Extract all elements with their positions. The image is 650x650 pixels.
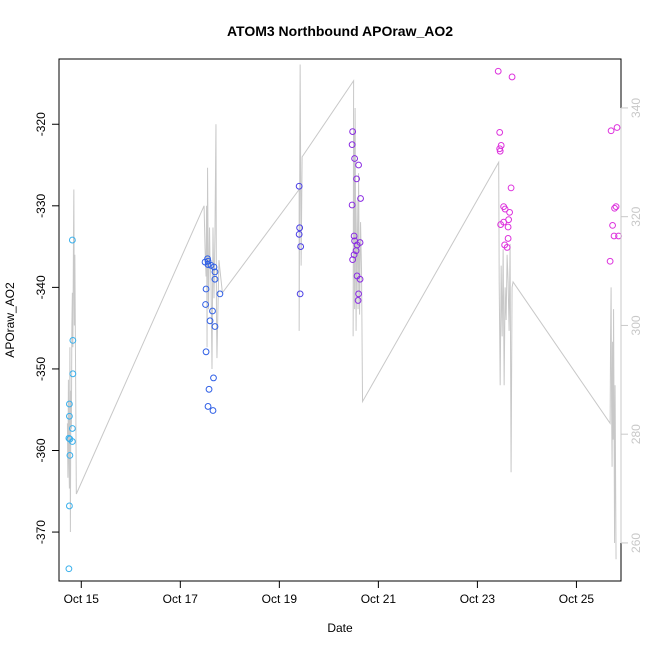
- secondary-line-layer: [66, 64, 617, 560]
- x-tick-label: Oct 15: [64, 592, 100, 606]
- data-point-s4-22: [610, 232, 618, 240]
- data-point-s2-3: [297, 243, 305, 250]
- y-tick-label: -340: [34, 275, 48, 299]
- data-point-s4-14: [504, 235, 512, 242]
- data-point-s1-18: [209, 407, 217, 414]
- y2-axis: 260 280 300 320 340: [620, 98, 643, 553]
- data-point-s3-17: [354, 297, 362, 304]
- y-tick-label: -360: [34, 438, 48, 462]
- data-point-s0-2: [66, 451, 74, 459]
- data-point-s0-0: [65, 565, 73, 573]
- data-point-s3-4: [353, 175, 360, 183]
- data-point-s0-9: [69, 370, 77, 378]
- data-point-s4-20: [611, 204, 618, 212]
- data-point-s4-24: [606, 257, 614, 265]
- x-tick-label: Oct 17: [163, 592, 199, 606]
- y2-tick-label: 280: [629, 424, 643, 444]
- data-point-s0-1: [66, 502, 73, 510]
- y2-tick-label: 300: [629, 315, 643, 335]
- data-point-s3-13: [349, 256, 357, 264]
- data-point-s3-5: [357, 195, 364, 202]
- data-point-s2-0: [295, 182, 303, 190]
- data-point-s1-17: [204, 403, 212, 410]
- data-point-s1-3: [204, 261, 212, 268]
- data-point-s4-1: [508, 73, 516, 81]
- data-point-s2-2: [295, 230, 303, 238]
- x-axis: Oct 15 Oct 17 Oct 19 Oct 21 Oct 23 Oct 25: [64, 580, 595, 606]
- plot-area-frame: [58, 58, 622, 582]
- data-point-s4-4: [496, 145, 504, 153]
- data-point-s1-14: [202, 348, 210, 356]
- data-point-s3-15: [356, 275, 364, 283]
- data-point-s1-15: [210, 374, 217, 382]
- y2-tick-label: 340: [629, 98, 643, 118]
- data-point-s1-16: [205, 385, 213, 393]
- data-point-s4-9: [506, 208, 513, 216]
- x-axis-label: Date: [327, 621, 353, 635]
- x-tick-label: Oct 21: [361, 592, 397, 606]
- secondary-series-line: [66, 64, 617, 560]
- data-point-s3-12: [350, 251, 358, 259]
- data-point-s1-13: [211, 323, 219, 330]
- data-point-s2-4: [296, 290, 304, 298]
- data-point-s4-6: [507, 184, 515, 192]
- data-point-s4-12: [497, 221, 505, 228]
- data-point-s0-5: [66, 412, 73, 420]
- data-point-s0-6: [66, 400, 73, 408]
- y2-tick-label: 260: [629, 533, 643, 553]
- data-point-s4-21: [609, 221, 616, 229]
- y-tick-label: -350: [34, 357, 48, 381]
- data-point-s3-2: [351, 155, 359, 162]
- x-tick-label: Oct 23: [460, 592, 496, 606]
- data-point-s4-16: [503, 244, 511, 251]
- data-point-s4-17: [613, 124, 621, 131]
- x-tick-label: Oct 19: [262, 592, 298, 606]
- data-point-s4-0: [494, 67, 502, 75]
- data-point-s4-19: [612, 203, 620, 211]
- data-point-s1-6: [211, 268, 219, 276]
- data-point-s3-3: [355, 161, 362, 169]
- y2-tick-label: 320: [629, 206, 643, 226]
- data-point-s3-16: [355, 290, 362, 298]
- data-point-s1-11: [209, 307, 216, 315]
- y-axis-label: APOraw_AO2: [3, 282, 17, 358]
- data-point-s2-1: [296, 224, 304, 232]
- data-point-s3-11: [352, 247, 360, 255]
- y-axis: -370 -360 -350 -340 -330 -320: [34, 112, 60, 544]
- y-tick-label: -320: [34, 112, 48, 136]
- data-point-s1-10: [202, 301, 209, 308]
- data-point-s1-7: [211, 275, 219, 283]
- data-point-s3-7: [350, 232, 358, 240]
- x-tick-label: Oct 25: [559, 592, 595, 606]
- data-point-s0-8: [68, 438, 76, 445]
- y-tick-label: -370: [34, 520, 48, 544]
- data-point-s4-18: [607, 127, 615, 135]
- data-point-s4-5: [496, 147, 504, 155]
- chart-title: ATOM3 Northbound APOraw_AO2: [227, 23, 453, 39]
- data-point-s4-2: [496, 129, 504, 136]
- data-point-s1-8: [202, 285, 210, 293]
- data-point-s0-11: [68, 236, 76, 244]
- data-point-s1-9: [216, 290, 224, 298]
- data-point-s1-5: [210, 263, 218, 271]
- data-point-s3-0: [349, 128, 357, 135]
- data-point-s0-7: [68, 425, 76, 432]
- data-point-s4-13: [504, 223, 512, 231]
- data-point-s1-12: [206, 317, 214, 325]
- data-point-s3-1: [348, 141, 356, 149]
- points-layer: [65, 67, 622, 573]
- y-tick-label: -330: [34, 193, 48, 217]
- data-point-s0-10: [69, 336, 77, 344]
- data-point-s3-6: [348, 201, 356, 209]
- data-point-s4-8: [501, 205, 509, 213]
